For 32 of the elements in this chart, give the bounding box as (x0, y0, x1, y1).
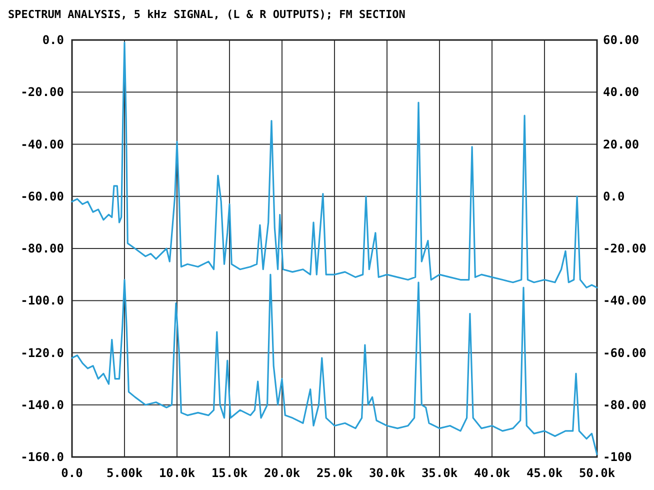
x-tick-label: 0.0 (61, 466, 83, 480)
y-tick-label: -40.00 (20, 137, 64, 152)
y-tick-label: -20.00 (20, 85, 64, 100)
y-tick-label: -80.00 (20, 242, 64, 256)
y2-tick-label: -20.00 (603, 242, 646, 256)
line-series (71, 274, 598, 456)
chart-title: SPECTRUM ANALYSIS, 5 kHz SIGNAL, (L & R OUTPUTS); FM SECTION (8, 8, 406, 21)
y-tick-label: 0.0 (42, 33, 64, 47)
y2-tick-label: -60.00 (603, 346, 646, 360)
x-tick-label: 10.0k (158, 466, 196, 480)
y2-tick-label: 40.00 (603, 85, 640, 100)
y2-tick-label: -100 (603, 450, 632, 464)
x-tick-label: 30.0k (368, 466, 406, 480)
line-series (71, 42, 598, 288)
y2-tick-label: -80.00 (603, 398, 646, 412)
x-tick-label: 50.0k (578, 466, 616, 480)
y2-tick-label: 60.00 (603, 33, 640, 47)
y2-tick-label: 0.0 (603, 189, 625, 204)
x-tick-label: 15.0k (211, 466, 248, 480)
y2-tick-label: 20.00 (603, 137, 640, 152)
x-tick-label: 45.0k (526, 466, 564, 480)
y-tick-label: -140.0 (20, 398, 64, 412)
y2-tick-label: -40.00 (603, 294, 646, 308)
x-tick-label: 20.0k (264, 466, 301, 480)
x-tick-label: 5.00k (106, 466, 144, 480)
x-tick-label: 40.0k (474, 466, 511, 480)
x-tick-label: 35.0k (421, 466, 458, 480)
y-tick-label: -100.0 (20, 294, 64, 308)
x-tick-label: 25.0k (316, 466, 354, 480)
y-tick-label: -160.0 (20, 450, 64, 464)
y-tick-label: -60.00 (20, 189, 64, 204)
y-tick-label: -120.0 (20, 346, 64, 360)
